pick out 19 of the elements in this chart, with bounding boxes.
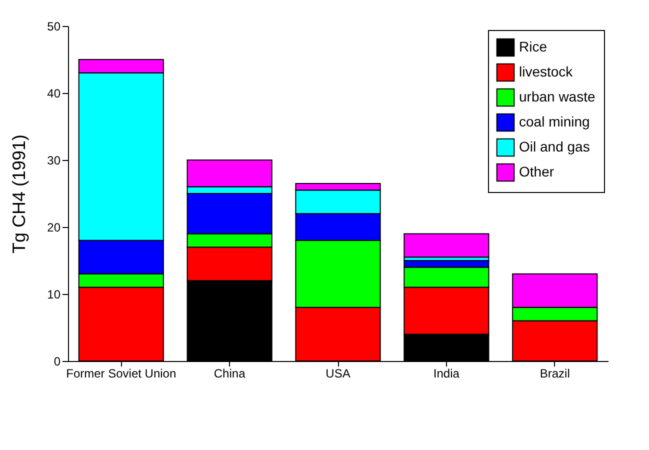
y-tick-label: 10	[47, 288, 61, 302]
bar	[404, 233, 490, 258]
y-tick-label: 20	[47, 220, 61, 234]
legend-label: Rice	[519, 38, 548, 54]
legend-label: Other	[519, 164, 554, 180]
legend-label: livestock	[519, 64, 574, 80]
x-tick-label: India	[433, 366, 460, 380]
x-tick-label: USA	[326, 366, 350, 380]
x-tick-label: Former Soviet Union	[66, 366, 176, 380]
y-tick-label: 30	[47, 154, 61, 168]
y-axis-title: Tg CH4 (1991)	[9, 134, 30, 254]
legend-label: Oil and gas	[519, 138, 590, 154]
legend-label: coal mining	[519, 114, 590, 130]
y-tick-label: 40	[47, 86, 61, 100]
x-tick-label: Brazil	[540, 366, 570, 380]
y-tick-label: 0	[54, 354, 61, 368]
y-tick-label: 50	[47, 20, 61, 34]
legend-label: urban waste	[519, 88, 596, 104]
x-tick-label: China	[214, 366, 246, 380]
